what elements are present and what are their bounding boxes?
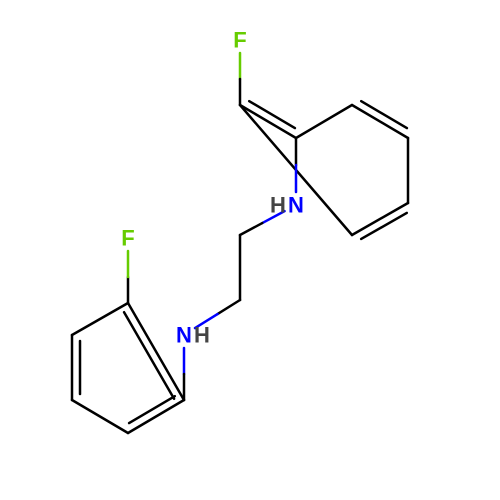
hydrogen-label: H <box>270 193 286 218</box>
f-atom-label: F <box>121 226 134 251</box>
hydrogen-label: H <box>194 323 210 348</box>
n-atom-label: N <box>176 323 192 348</box>
n-atom-label: N <box>288 193 304 218</box>
chemical-structure: FNHNHF <box>0 0 500 500</box>
f-atom-label: F <box>233 28 246 53</box>
